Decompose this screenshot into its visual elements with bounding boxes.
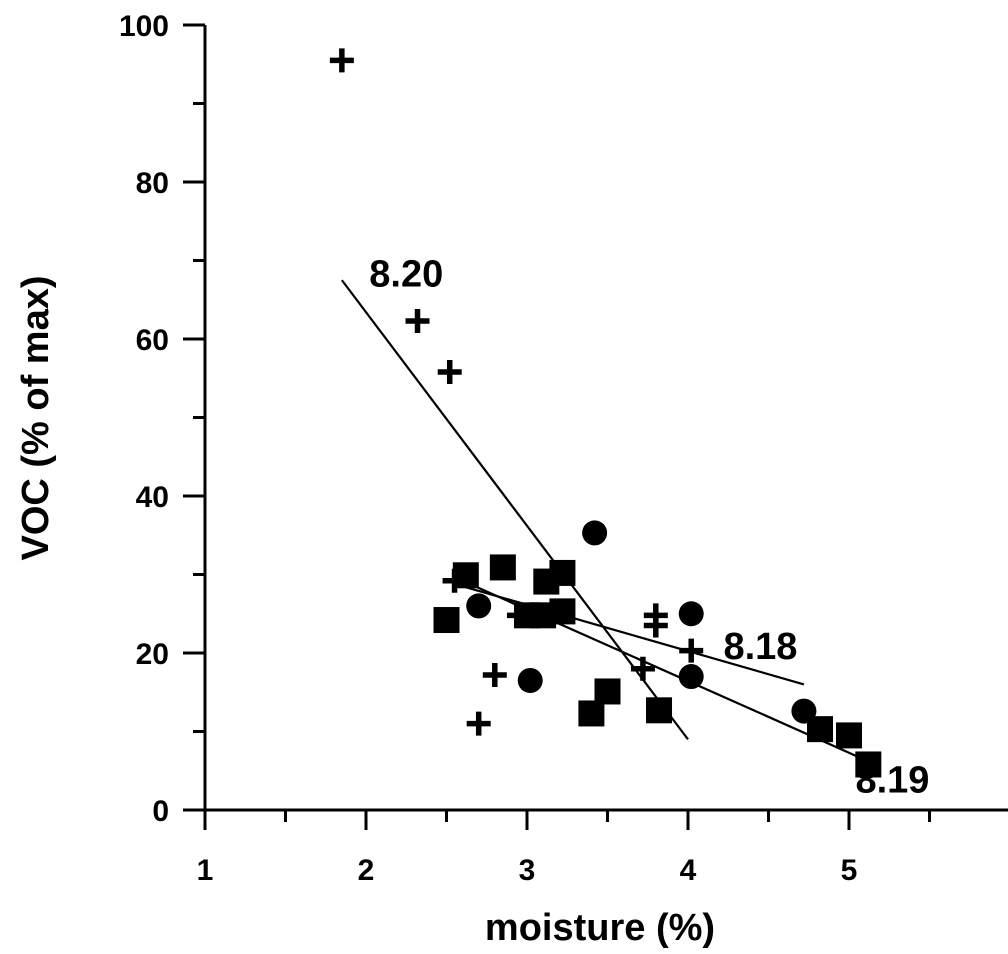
- x-axis-label: moisture (%): [485, 907, 715, 949]
- square-marker: [433, 607, 460, 634]
- x-tick-label: 1: [197, 854, 214, 887]
- y-axis-label: VOC (% of max): [15, 275, 57, 560]
- series-annotation-8.19: 8.19: [855, 760, 929, 802]
- x-tick-label: 2: [358, 854, 375, 887]
- square-marker: [549, 559, 576, 586]
- circle-marker: [678, 664, 704, 690]
- circle-marker: [466, 593, 492, 619]
- data-markers: [329, 48, 882, 778]
- circle-marker: [582, 520, 608, 546]
- square-marker: [807, 716, 834, 743]
- square-marker: [549, 598, 576, 625]
- x-tick-label: 3: [519, 854, 536, 887]
- plus-marker: [679, 638, 704, 663]
- circle-marker: [678, 601, 704, 627]
- plus-marker: [405, 308, 430, 333]
- plus-marker: [329, 48, 354, 73]
- axes: 0 20 40 60 80 100 1 2 3 4 5: [119, 10, 1008, 887]
- square-marker: [855, 751, 882, 778]
- y-tick-label: 80: [136, 167, 169, 200]
- square-marker: [646, 697, 673, 724]
- x-tick-label: 4: [680, 854, 697, 887]
- plus-marker: [466, 711, 491, 736]
- circle-marker: [517, 667, 543, 693]
- plus-marker: [482, 662, 507, 687]
- plus-marker: [437, 359, 462, 384]
- y-tick-label: 40: [136, 481, 169, 514]
- x-tick-label: 5: [841, 854, 858, 887]
- plus-marker: [630, 656, 655, 681]
- annotations: 8.20 8.18 8.19: [369, 253, 929, 801]
- square-marker: [489, 554, 516, 581]
- y-tick-label: 60: [136, 324, 169, 357]
- y-tick-label: 20: [136, 638, 169, 671]
- fit-line-8.20: [340, 279, 689, 741]
- series-annotation-8.20: 8.20: [369, 253, 443, 295]
- square-marker: [452, 562, 479, 589]
- series-annotation-8.18: 8.18: [723, 626, 797, 668]
- y-tick-label: 0: [152, 795, 169, 828]
- plus-marker: [643, 603, 668, 628]
- square-marker: [578, 700, 605, 727]
- square-marker: [594, 678, 621, 705]
- y-tick-label: 100: [119, 10, 169, 43]
- square-marker: [836, 722, 862, 749]
